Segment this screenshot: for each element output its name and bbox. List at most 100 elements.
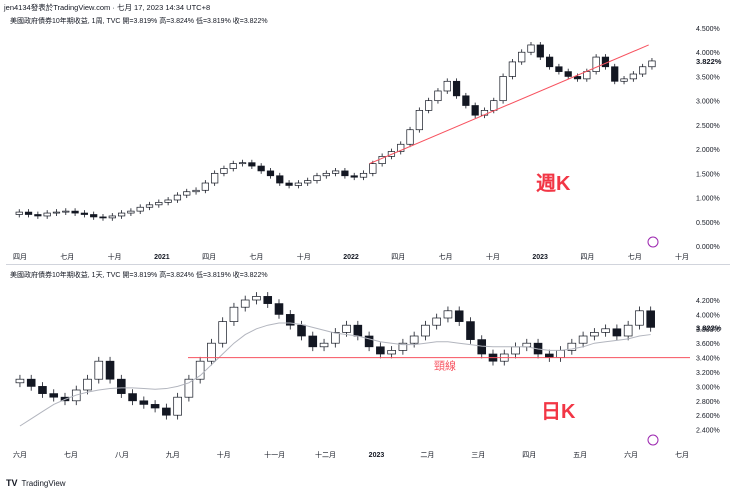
candle-body [285,182,293,186]
candle-body [477,339,487,355]
weekly-chart-panel[interactable]: 0.000% 0.500% 1.000% 1.500% 2.000% 2.500% 3.00… [6,12,736,264]
candle-body [26,378,36,387]
candle-body [376,346,385,355]
x-tick-label: 三月 [471,451,485,459]
x-tick-label: 2023 [369,452,385,459]
x-tick-label: 七月 [628,252,642,261]
candle-body [38,386,47,394]
candle-body [150,404,160,409]
footer[interactable]: TV TradingView [6,478,66,488]
candle-body [620,78,628,82]
candle-body [443,310,453,319]
y-tick-label: 0.000% [696,244,720,251]
candle-body [555,66,563,72]
x-tick-label: 八月 [115,451,129,459]
candle-body [220,168,228,174]
candle-body [573,76,582,80]
candle-body [304,180,312,184]
y-tick-label: 3.600% [696,341,720,348]
candle-body [173,194,182,201]
x-tick-label: 九月 [166,450,180,459]
y-tick-label: 3.000% [696,99,720,106]
x-tick-label: 四月 [202,253,216,261]
candle-body [211,172,219,184]
y-tick-label: 2.500% [696,123,720,130]
candle-body [341,170,349,177]
x-tick-label: 七月 [439,252,453,261]
weekly-title: 美國政府債券10年期收益, 1周, TVC [10,18,121,25]
candle-body [274,303,284,315]
candle-body [313,175,321,181]
candle-body [508,61,516,77]
tradingview-logo-icon[interactable]: TV [6,478,18,488]
x-tick-label: 四月 [391,253,405,261]
weekly-ohlc: 開=3.819% 高=3.824% 低=3.819% 收=3.822% [122,18,268,25]
y-tick-label: 2.800% [696,399,720,406]
candle-body [266,170,275,177]
x-tick-label: 七月 [60,252,74,261]
candle-body [229,163,237,169]
footer-brand[interactable]: TradingView [21,478,66,488]
candle-body [462,95,470,106]
candle-body [452,80,461,97]
candle-body [195,360,205,380]
candle-body [15,211,23,215]
candle-body [454,310,464,322]
x-tick-label: 七月 [64,450,78,459]
candle-body [490,100,498,111]
candle-body [99,216,107,219]
x-tick-label: 2023 [532,254,548,261]
candle-body [308,335,318,348]
candle-body [238,162,247,165]
daily-title: 美國政府債券10年期收益, 1天, TVC [10,272,121,279]
candle-body [398,342,408,351]
candle-body [285,314,295,326]
candle-body [590,332,599,337]
x-tick-label: 十月 [297,252,311,261]
candle-body [207,342,216,362]
y-tick-label: 3.400% [696,356,720,363]
candle-body [522,342,532,348]
moving-average-line [19,322,651,427]
x-tick-label: 十月 [108,252,122,261]
candle-body [117,378,126,394]
candle-body [52,211,61,214]
daily-chart-svg[interactable]: 2.400% 2.600% 2.800% 3.000% 3.200% 3.400% 3.60… [6,266,736,462]
candle-body [83,378,92,391]
candle-body [331,170,340,174]
candle-body [331,332,340,344]
neckline-label: 頸線 [434,359,456,373]
candle-body [646,310,655,328]
chart-annotation: 週K [536,172,571,195]
candle-body [611,66,619,82]
candle-body [117,212,126,217]
candle-body [127,210,135,214]
candle-body [257,165,265,172]
panel-divider [6,264,730,265]
candle-body [128,393,137,402]
candle-body [105,360,115,380]
candle-body [409,335,419,344]
candle-body [80,212,88,215]
x-tick-label: 四月 [13,253,27,261]
y-tick-label: 3.800% [696,327,720,334]
daily-chart-panel[interactable]: 2.400% 2.600% 2.800% 3.000% 3.200% 3.400% 3.60… [6,266,736,462]
candle-body [648,60,656,68]
candle-body [71,210,79,214]
y-tick-label: 3.500% [696,74,720,81]
daily-ohlc: 開=3.819% 高=3.824% 低=3.819% 收=3.822% [122,272,268,279]
candle-body [629,73,637,80]
weekly-chart-svg[interactable]: 0.000% 0.500% 1.000% 1.500% 2.000% 2.500% 3.00… [6,12,736,264]
candle-body [635,310,644,326]
candle-body [136,206,144,212]
y-tick-label: 4.000% [696,50,720,57]
candle-body [240,299,250,308]
candle-body [297,324,306,337]
candle-body [601,328,610,333]
candle-body [421,324,430,337]
candle-body [369,163,377,174]
candle-body [342,324,351,333]
lightning-icon [647,236,659,248]
candle-body [359,172,368,178]
candle-body [263,296,273,304]
